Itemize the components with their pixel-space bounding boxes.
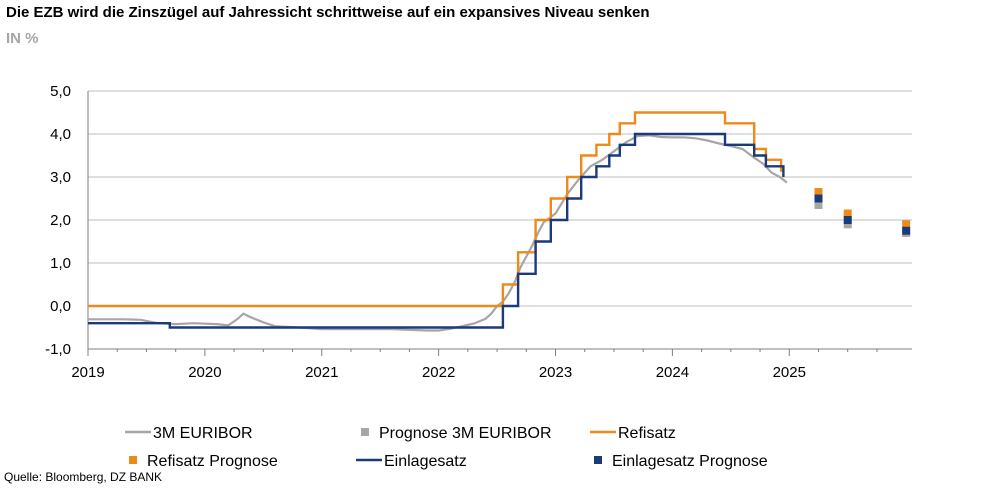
y-tick-label: 4,0: [50, 126, 71, 143]
legend-label-einlagesatz: Einlagesatz: [384, 453, 467, 470]
x-tick-label: 2025: [773, 364, 806, 381]
chart-title: Die EZB wird die Zinszügel auf Jahressic…: [6, 4, 650, 21]
y-tick-label: -1,0: [45, 341, 71, 358]
marker-einlagesatz-prognose: [814, 194, 823, 203]
legend-label-einlagesatz-prognose: Einlagesatz Prognose: [612, 453, 768, 470]
marker-prognose-3m-euribor: [814, 200, 823, 209]
series-line-einlagesatz: [88, 132, 785, 329]
marker-einlagesatz-prognose: [843, 216, 852, 224]
legend-label-prognose-3m-euribor: Prognose 3M EURIBOR: [379, 425, 552, 442]
y-tick-label: 5,0: [50, 83, 71, 100]
y-tick-label: 2,0: [50, 212, 71, 229]
x-tick-label: 2021: [305, 364, 338, 381]
legend-label-refisatz: Refisatz: [618, 425, 676, 442]
marker-einlagesatz-prognose: [902, 226, 911, 235]
source-note: Quelle: Bloomberg, DZ BANK: [4, 470, 163, 484]
marker-prognose-3m-euribor: [843, 220, 852, 229]
legend-label-refisatz-prognose: Refisatz Prognose: [147, 453, 278, 470]
y-tick-label: 3,0: [50, 169, 71, 186]
legend-marker-prognose-3m-euribor: [361, 428, 369, 436]
x-tick-label: 2024: [656, 364, 689, 381]
marker-refisatz-prognose: [843, 209, 852, 218]
x-tick-label: 2022: [422, 364, 455, 381]
legend-marker-refisatz-prognose: [129, 456, 137, 464]
legend-marker-einlagesatz-prognose: [594, 456, 602, 464]
x-tick-label: 2023: [539, 364, 572, 381]
marker-refisatz-prognose: [902, 220, 911, 229]
legend-label-3m-euribor: 3M EURIBOR: [153, 425, 253, 442]
marker-refisatz-prognose: [814, 188, 823, 197]
x-tick-label: 2020: [188, 364, 221, 381]
y-tick-label: 1,0: [50, 255, 71, 272]
x-tick-label: 2019: [71, 364, 104, 381]
y-tick-label: 0,0: [50, 298, 71, 315]
chart-subtitle: IN %: [6, 30, 39, 47]
series-line-refisatz: [88, 111, 784, 308]
series-line-3m-euribor: [88, 134, 788, 332]
